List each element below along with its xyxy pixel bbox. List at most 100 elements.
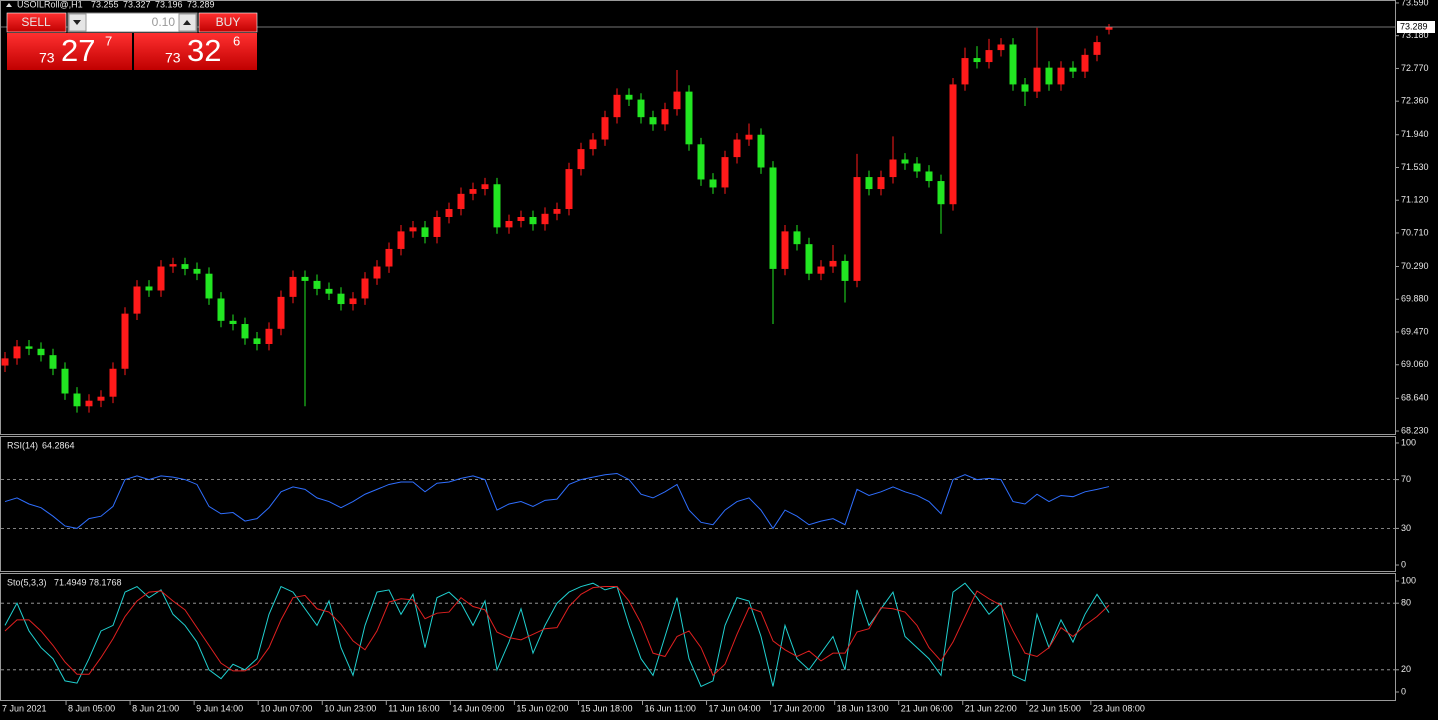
indicator-line bbox=[4, 582, 1110, 688]
candle-body bbox=[937, 181, 945, 205]
candle-body bbox=[541, 213, 549, 225]
candle-body bbox=[649, 117, 657, 125]
candle-body bbox=[109, 368, 117, 397]
candle-body bbox=[829, 260, 837, 267]
sto-label: Sto(5,3,3) bbox=[7, 577, 47, 587]
candle-body bbox=[85, 400, 93, 407]
candle-body bbox=[373, 266, 381, 279]
y-tick-label: 100 bbox=[1401, 437, 1416, 447]
candle-body bbox=[421, 227, 429, 237]
buy-price-big: 73 bbox=[165, 50, 181, 66]
candle-body bbox=[1069, 67, 1077, 72]
y-tick-label: 70.710 bbox=[1401, 227, 1429, 237]
x-tick-label: 21 Jun 06:00 bbox=[901, 703, 953, 713]
buy-price-sup: 6 bbox=[233, 33, 240, 48]
candle-body bbox=[265, 328, 273, 344]
up-arrow bbox=[183, 20, 191, 25]
candle-body bbox=[409, 227, 417, 232]
candle-body bbox=[805, 244, 813, 274]
indicator-line bbox=[4, 586, 1110, 677]
x-tick-label: 17 Jun 04:00 bbox=[709, 703, 761, 713]
candle-body bbox=[289, 276, 297, 297]
y-tick-label: 70.290 bbox=[1401, 261, 1429, 271]
candle-body bbox=[133, 286, 141, 314]
x-tick-label: 14 Jun 09:00 bbox=[452, 703, 504, 713]
candle-body bbox=[193, 268, 201, 274]
candle-body bbox=[553, 209, 561, 214]
candle-body bbox=[877, 177, 885, 190]
candle-body bbox=[949, 84, 957, 205]
y-tick-label: 68.640 bbox=[1401, 393, 1429, 403]
x-tick-label: 10 Jun 23:00 bbox=[324, 703, 376, 713]
indicator-line bbox=[4, 472, 1110, 530]
y-tick-label: 0 bbox=[1401, 686, 1406, 696]
candle-body bbox=[217, 298, 225, 321]
candle-body bbox=[589, 139, 597, 150]
y-tick-label: 68.230 bbox=[1401, 425, 1429, 435]
candle-body bbox=[565, 169, 573, 210]
candle-body bbox=[301, 276, 309, 281]
y-tick-label: 71.530 bbox=[1401, 162, 1429, 172]
buy-button[interactable] bbox=[198, 12, 258, 33]
x-tick-label: 11 Jun 16:00 bbox=[388, 703, 439, 713]
candle-body bbox=[253, 338, 261, 344]
candle-body bbox=[1045, 67, 1053, 85]
candle-body bbox=[205, 273, 213, 299]
candle-body bbox=[349, 298, 357, 305]
candle-body bbox=[121, 313, 129, 369]
candle-body bbox=[397, 231, 405, 249]
y-tick-label: 30 bbox=[1401, 523, 1411, 533]
candle-body bbox=[913, 163, 921, 172]
candle-body bbox=[385, 248, 393, 267]
x-tick-label: 22 Jun 15:00 bbox=[1029, 703, 1081, 713]
candle-body bbox=[1093, 42, 1101, 55]
buy-price-box[interactable] bbox=[134, 33, 257, 70]
candle-body bbox=[73, 393, 81, 407]
x-tick-label: 16 Jun 11:00 bbox=[645, 703, 696, 713]
candle-body bbox=[481, 184, 489, 190]
candle-body bbox=[433, 217, 441, 237]
symbol: USOILRoll@,H1 bbox=[17, 0, 83, 9]
buy-price-main: 32 bbox=[187, 33, 221, 68]
y-tick-label: 72.360 bbox=[1401, 96, 1429, 106]
sto-main-value: 71.4949 bbox=[54, 577, 87, 587]
candle-body bbox=[901, 159, 909, 164]
candle-body bbox=[613, 94, 621, 118]
candle-body bbox=[673, 91, 681, 110]
candle-body bbox=[1, 358, 9, 366]
candle-body bbox=[325, 288, 333, 294]
candle-body bbox=[181, 264, 189, 269]
sell-price-big: 73 bbox=[39, 50, 55, 66]
candle-body bbox=[709, 179, 717, 188]
candle-body bbox=[721, 157, 729, 188]
y-tick-label: 70 bbox=[1401, 474, 1411, 484]
x-tick-label: 15 Jun 02:00 bbox=[516, 703, 568, 713]
y-tick-label: 100 bbox=[1401, 575, 1416, 585]
sell-button[interactable] bbox=[6, 12, 67, 33]
y-tick-label: 71.940 bbox=[1401, 129, 1429, 139]
collapse-icon[interactable] bbox=[6, 3, 12, 7]
candle-body bbox=[517, 217, 525, 221]
y-tick-label: 20 bbox=[1401, 664, 1411, 674]
y-tick-label: 71.120 bbox=[1401, 195, 1429, 205]
sto-signal-value: 78.1768 bbox=[89, 577, 122, 587]
candle-body bbox=[925, 171, 933, 182]
candle-body bbox=[997, 44, 1005, 51]
candle-body bbox=[277, 296, 285, 329]
candle-body bbox=[337, 293, 345, 305]
candle-body bbox=[49, 355, 57, 369]
candle-body bbox=[1021, 84, 1029, 92]
sell-price-box[interactable] bbox=[7, 33, 132, 70]
x-tick-label: 17 Jun 20:00 bbox=[773, 703, 825, 713]
candle-body bbox=[1057, 67, 1065, 85]
lot-input[interactable] bbox=[67, 12, 198, 33]
candle-body bbox=[781, 231, 789, 269]
y-tick-label: 69.880 bbox=[1401, 294, 1429, 304]
down-arrow bbox=[73, 20, 81, 25]
candle-body bbox=[973, 58, 981, 63]
candle-body bbox=[841, 260, 849, 281]
candle-body bbox=[169, 264, 177, 267]
